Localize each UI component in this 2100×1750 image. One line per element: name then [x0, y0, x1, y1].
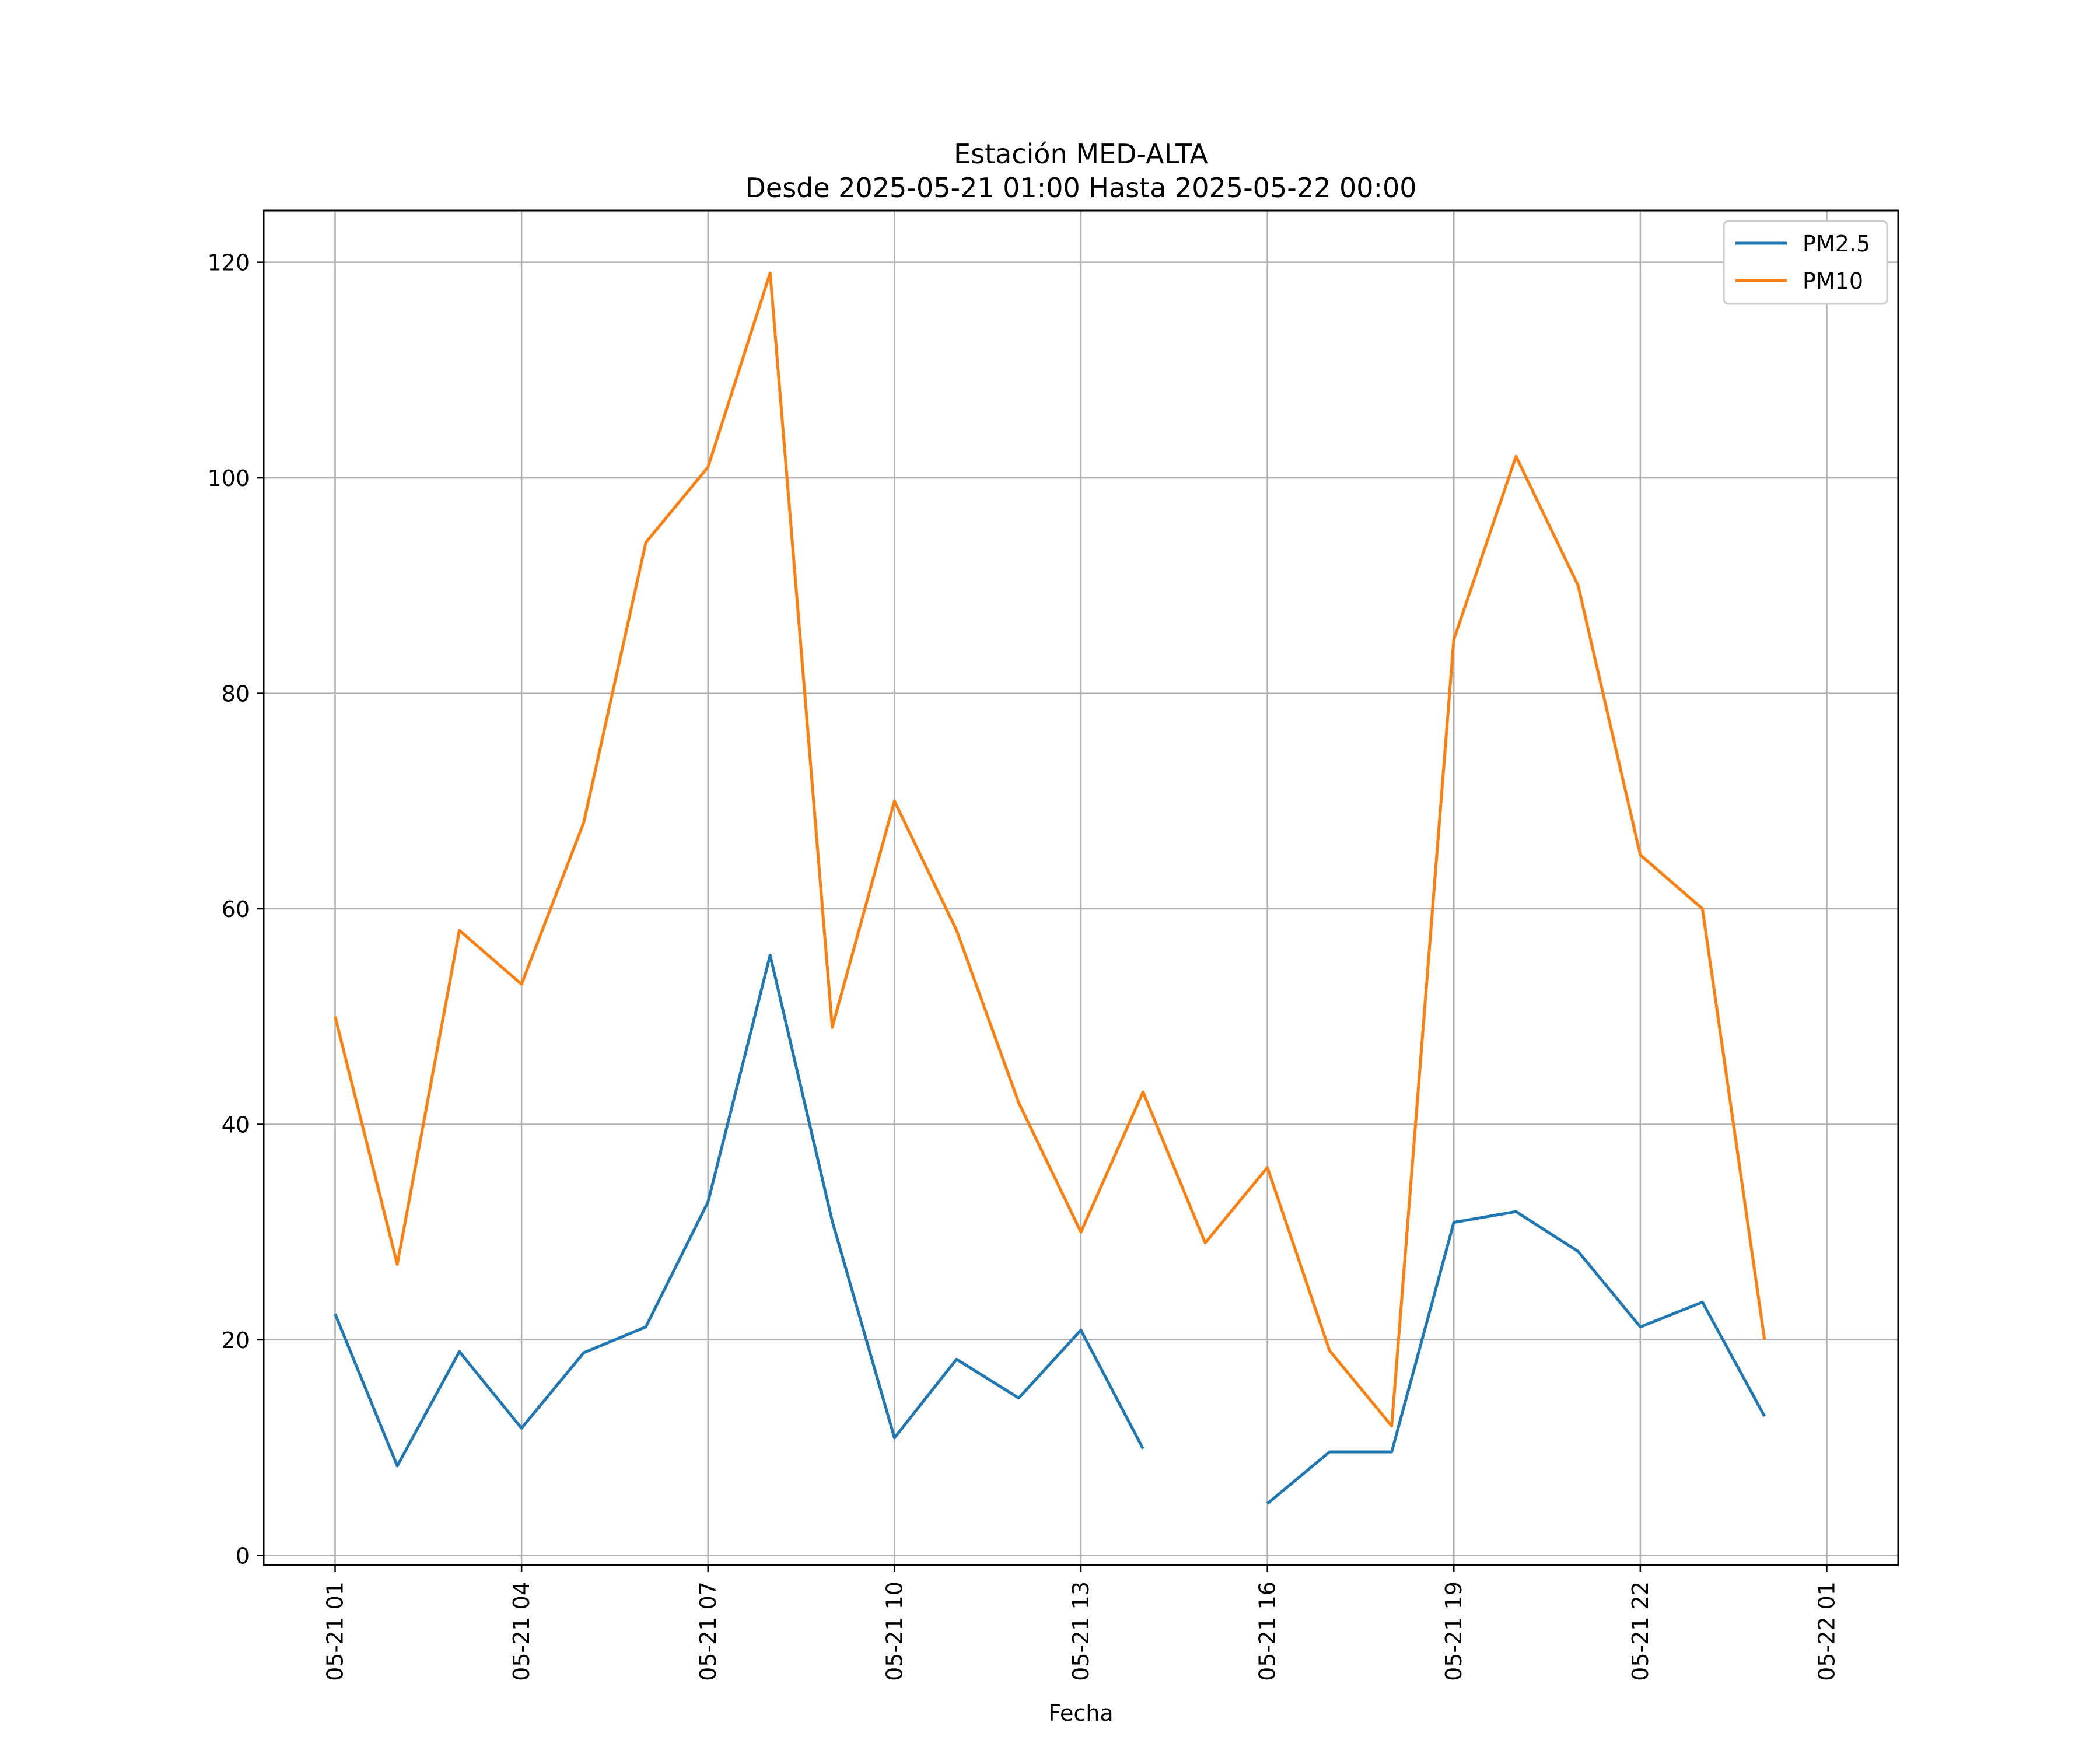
x-tick-label: 05-21 19 [1441, 1581, 1466, 1681]
x-tick-label: 05-22 01 [1814, 1581, 1839, 1681]
y-tick-label: 40 [222, 1112, 250, 1138]
axis-ticks: 0 20 40 60 80 100 120 05-21 01 05-21 04 05-21 07 0… [207, 250, 1839, 1681]
x-tick-label: 05-21 10 [881, 1581, 907, 1681]
y-tick-label: 100 [207, 466, 250, 491]
x-tick-label: 05-21 01 [323, 1581, 348, 1681]
y-tick-label: 20 [222, 1328, 250, 1353]
chart-subtitle: Desde 2025-05-21 01:00 Hasta 2025-05-22 … [745, 172, 1416, 204]
series-line-pm25 [1266, 1210, 1766, 1505]
x-tick-label: 05-21 04 [509, 1581, 534, 1681]
y-tick-label: 80 [222, 681, 250, 707]
y-tick-label: 0 [236, 1543, 250, 1569]
series-lines [334, 271, 1766, 1505]
legend-label-pm10: PM10 [1803, 268, 1863, 294]
legend: PM2.5 PM10 [1723, 220, 1888, 305]
grid-lines [264, 211, 1898, 1565]
x-tick-label: 05-21 07 [695, 1581, 721, 1681]
series-line-pm10 [334, 271, 1766, 1428]
chart-title: Estación MED-ALTA [954, 138, 1208, 170]
x-tick-label: 05-21 16 [1255, 1581, 1280, 1681]
x-tick-label: 05-21 22 [1628, 1581, 1653, 1681]
series-line-pm25 [334, 954, 1144, 1468]
legend-label-pm25: PM2.5 [1803, 231, 1870, 257]
x-axis-label: Fecha [1048, 1700, 1113, 1726]
y-tick-label: 60 [222, 897, 250, 922]
y-tick-label: 120 [207, 250, 250, 276]
x-tick-label: 05-21 13 [1068, 1581, 1094, 1681]
